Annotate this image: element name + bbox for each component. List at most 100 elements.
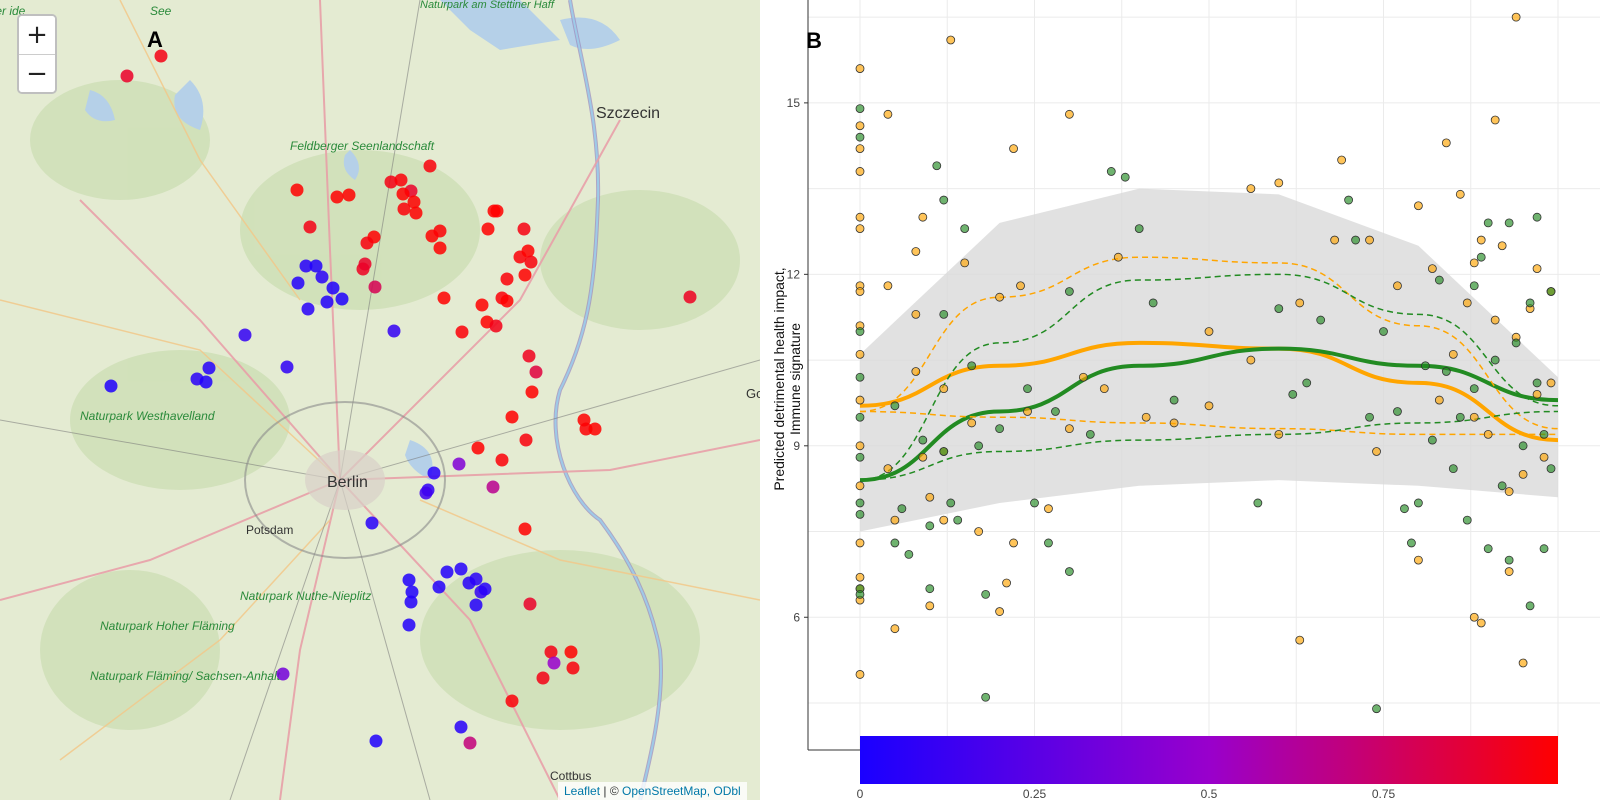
map-marker[interactable] bbox=[342, 188, 356, 202]
map-marker[interactable] bbox=[427, 466, 441, 480]
data-point bbox=[855, 287, 865, 296]
map-marker[interactable] bbox=[505, 410, 519, 424]
map-marker[interactable] bbox=[330, 190, 344, 204]
osm-link[interactable]: OpenStreetMap, ODbl bbox=[622, 784, 741, 798]
map-marker[interactable] bbox=[454, 720, 468, 734]
map-marker[interactable] bbox=[683, 290, 697, 304]
map-marker[interactable] bbox=[276, 667, 290, 681]
map-marker[interactable] bbox=[199, 375, 213, 389]
zoom-out-button[interactable]: − bbox=[19, 54, 55, 92]
map-marker[interactable] bbox=[536, 671, 550, 685]
map-marker[interactable] bbox=[547, 656, 561, 670]
map-marker[interactable] bbox=[120, 69, 134, 83]
map-marker[interactable] bbox=[301, 302, 315, 316]
map-marker[interactable] bbox=[433, 224, 447, 238]
map-marker[interactable] bbox=[478, 582, 492, 596]
map-marker[interactable] bbox=[280, 360, 294, 374]
map-marker[interactable] bbox=[290, 183, 304, 197]
map-marker[interactable] bbox=[433, 241, 447, 255]
map-marker[interactable] bbox=[517, 222, 531, 236]
map-marker[interactable] bbox=[384, 175, 398, 189]
map-marker[interactable] bbox=[452, 457, 466, 471]
map-marker[interactable] bbox=[469, 598, 483, 612]
map-marker[interactable] bbox=[360, 236, 374, 250]
map-marker[interactable] bbox=[394, 173, 408, 187]
fit-line bbox=[859, 346, 1559, 483]
data-point bbox=[1113, 252, 1123, 262]
map-marker[interactable] bbox=[409, 206, 423, 220]
base-map[interactable]: Berlin Potsdam Szczecin Cottbus Go Natur… bbox=[0, 0, 760, 800]
map-marker[interactable] bbox=[519, 433, 533, 447]
map-marker[interactable] bbox=[238, 328, 252, 342]
data-point bbox=[855, 572, 865, 582]
map-marker[interactable] bbox=[303, 220, 317, 234]
map-marker[interactable] bbox=[500, 272, 514, 286]
map-marker[interactable] bbox=[440, 565, 454, 579]
map-marker[interactable] bbox=[455, 325, 469, 339]
map-marker[interactable] bbox=[299, 259, 313, 273]
map-marker[interactable] bbox=[387, 324, 401, 338]
map-marker[interactable] bbox=[518, 268, 532, 282]
map-marker[interactable] bbox=[500, 294, 514, 308]
map-marker[interactable] bbox=[471, 441, 485, 455]
map-marker[interactable] bbox=[566, 661, 580, 675]
map-marker[interactable] bbox=[369, 734, 383, 748]
map-marker[interactable] bbox=[104, 379, 118, 393]
data-points bbox=[855, 12, 1556, 714]
map-marker[interactable] bbox=[523, 597, 537, 611]
map-marker[interactable] bbox=[326, 281, 340, 295]
map-marker[interactable] bbox=[335, 292, 349, 306]
data-point bbox=[932, 161, 942, 171]
map-marker[interactable] bbox=[505, 694, 519, 708]
map-marker[interactable] bbox=[291, 276, 305, 290]
map-marker[interactable] bbox=[544, 645, 558, 659]
map-marker[interactable] bbox=[154, 49, 168, 63]
map-marker[interactable] bbox=[579, 422, 593, 436]
map-marker[interactable] bbox=[490, 204, 504, 218]
data-point bbox=[890, 624, 900, 634]
map-marker[interactable] bbox=[525, 385, 539, 399]
leaflet-link[interactable]: Leaflet bbox=[564, 784, 601, 798]
data-point bbox=[1483, 544, 1493, 554]
map-marker[interactable] bbox=[495, 453, 509, 467]
data-point bbox=[1532, 389, 1542, 399]
map-marker[interactable] bbox=[419, 486, 433, 500]
map-marker[interactable] bbox=[481, 222, 495, 236]
map-marker[interactable] bbox=[320, 295, 334, 309]
map-marker[interactable] bbox=[463, 736, 477, 750]
map-marker[interactable] bbox=[368, 280, 382, 294]
map-panel[interactable]: Berlin Potsdam Szczecin Cottbus Go Natur… bbox=[0, 0, 760, 800]
map-marker[interactable] bbox=[402, 618, 416, 632]
map-marker[interactable] bbox=[423, 159, 437, 173]
map-marker[interactable] bbox=[202, 361, 216, 375]
map-marker[interactable] bbox=[469, 572, 483, 586]
map-marker[interactable] bbox=[402, 573, 416, 587]
map-marker[interactable] bbox=[405, 585, 419, 599]
map-marker[interactable] bbox=[432, 580, 446, 594]
map-markers[interactable] bbox=[104, 49, 697, 750]
map-marker[interactable] bbox=[396, 187, 410, 201]
map-marker[interactable] bbox=[309, 259, 323, 273]
map-marker[interactable] bbox=[588, 422, 602, 436]
map-marker[interactable] bbox=[315, 270, 329, 284]
data-point bbox=[1462, 515, 1472, 525]
map-marker[interactable] bbox=[486, 480, 500, 494]
zoom-in-button[interactable]: + bbox=[19, 16, 55, 54]
map-marker[interactable] bbox=[397, 202, 411, 216]
map-marker[interactable] bbox=[475, 298, 489, 312]
zoom-control[interactable]: + − bbox=[17, 14, 57, 94]
map-marker[interactable] bbox=[454, 562, 468, 576]
map-marker[interactable] bbox=[518, 522, 532, 536]
map-marker[interactable] bbox=[489, 319, 503, 333]
map-marker[interactable] bbox=[365, 516, 379, 530]
map-marker[interactable] bbox=[524, 255, 538, 269]
map-marker[interactable] bbox=[407, 195, 421, 209]
map-marker[interactable] bbox=[437, 291, 451, 305]
map-marker[interactable] bbox=[404, 595, 418, 609]
map-marker[interactable] bbox=[358, 257, 372, 271]
map-marker[interactable] bbox=[521, 244, 535, 258]
map-marker[interactable] bbox=[529, 365, 543, 379]
park-label-nuthe-nieplitz: Naturpark Nuthe-Nieplitz bbox=[240, 589, 371, 603]
map-marker[interactable] bbox=[522, 349, 536, 363]
map-marker[interactable] bbox=[564, 645, 578, 659]
